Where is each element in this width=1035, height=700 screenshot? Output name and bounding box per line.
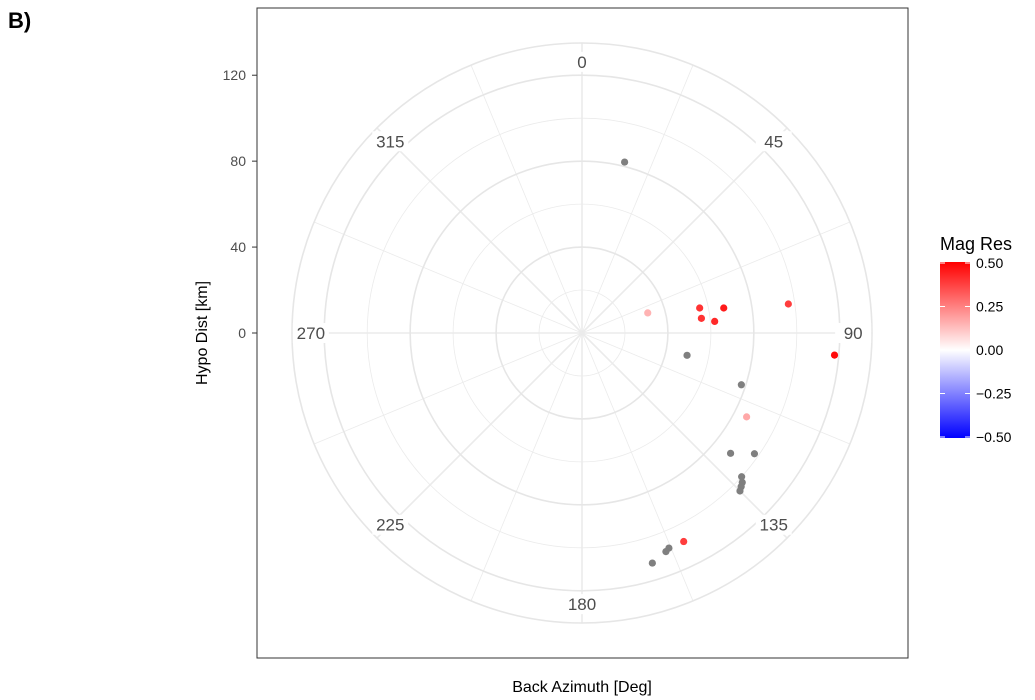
theta-tick-label: 180 (568, 595, 596, 614)
data-point (711, 317, 719, 325)
panel-label: B) (8, 8, 32, 33)
legend-title: Mag Res (940, 234, 1012, 254)
legend-tick-label: −0.25 (976, 386, 1012, 402)
grid-spoke (470, 332, 583, 602)
r-tick-label: 0 (238, 325, 246, 341)
grid-spoke (581, 332, 851, 445)
data-point (697, 314, 705, 322)
y-axis-label: Hypo Dist [km] (194, 281, 211, 385)
grid-spoke (313, 332, 583, 445)
theta-tick-label-bg (372, 514, 409, 535)
grid-circle-minor (366, 117, 798, 549)
grid-circle-minor (452, 203, 712, 463)
grid-spoke (376, 127, 583, 334)
grid-spoke (376, 332, 583, 539)
grid-spoke (581, 332, 694, 602)
data-point (662, 547, 670, 556)
grid-spoke (313, 221, 583, 334)
theta-tick-label: 270 (297, 324, 325, 343)
theta-tick-label-bg (292, 323, 329, 343)
theta-tick-label: 0 (577, 53, 586, 72)
theta-tick-label: 45 (764, 132, 783, 151)
grid-spoke (470, 64, 583, 334)
grid-spoke (581, 127, 788, 334)
data-point (830, 351, 839, 359)
data-point (750, 450, 759, 458)
legend-tick-label: −0.50 (976, 429, 1012, 445)
legend-tick-label: 0.50 (976, 255, 1003, 271)
data-points (621, 158, 839, 567)
theta-tick-label-bg (372, 131, 409, 152)
theta-tick-label: 90 (844, 324, 863, 343)
grid-circle-major (409, 160, 755, 506)
legend-tick-label: 0.00 (976, 342, 1003, 358)
r-tick-label: 80 (230, 153, 246, 169)
data-point (784, 300, 792, 308)
data-point (648, 559, 656, 567)
data-point (726, 449, 735, 457)
data-point (696, 304, 704, 312)
theta-tick-label: 135 (760, 516, 788, 535)
legend: Mag Res 0.50 0.25 0.00 −0.25 −0.50 (940, 234, 1012, 445)
theta-tick-label-bg (564, 594, 600, 615)
theta-tick-label: 225 (376, 516, 404, 535)
data-point (683, 351, 691, 359)
grid-circle-minor (538, 289, 626, 377)
theta-tick-label-bg (755, 514, 792, 535)
legend-tick-label: 0.25 (976, 299, 1003, 315)
grid-circle-major (495, 246, 669, 420)
x-axis-label: Back Azimuth [Deg] (512, 679, 652, 696)
legend-ticks: 0.50 0.25 0.00 −0.25 −0.50 (940, 255, 1012, 445)
theta-tick-label-bg (755, 131, 792, 152)
grid-spoke (581, 64, 694, 334)
r-tick-label: 120 (223, 67, 247, 83)
data-point (743, 413, 751, 421)
grid-circle-outer (291, 42, 873, 624)
data-point (736, 487, 744, 495)
data-point (680, 537, 688, 546)
data-point (737, 381, 745, 389)
theta-tick-label: 315 (376, 132, 404, 151)
theta-tick-label-bg (835, 323, 872, 343)
data-point (644, 309, 652, 317)
grid-spoke (581, 221, 851, 334)
data-point (720, 304, 728, 312)
polar-grid (291, 42, 873, 624)
r-tick-label: 40 (230, 239, 246, 255)
data-point (738, 473, 746, 481)
theta-tick-labels: 0 45 90 135 180 225 270 315 (292, 51, 872, 615)
grid-spoke (581, 332, 788, 539)
data-point (621, 158, 629, 166)
r-axis: 0 40 80 120 (223, 67, 257, 341)
theta-tick-label-bg (564, 51, 600, 72)
